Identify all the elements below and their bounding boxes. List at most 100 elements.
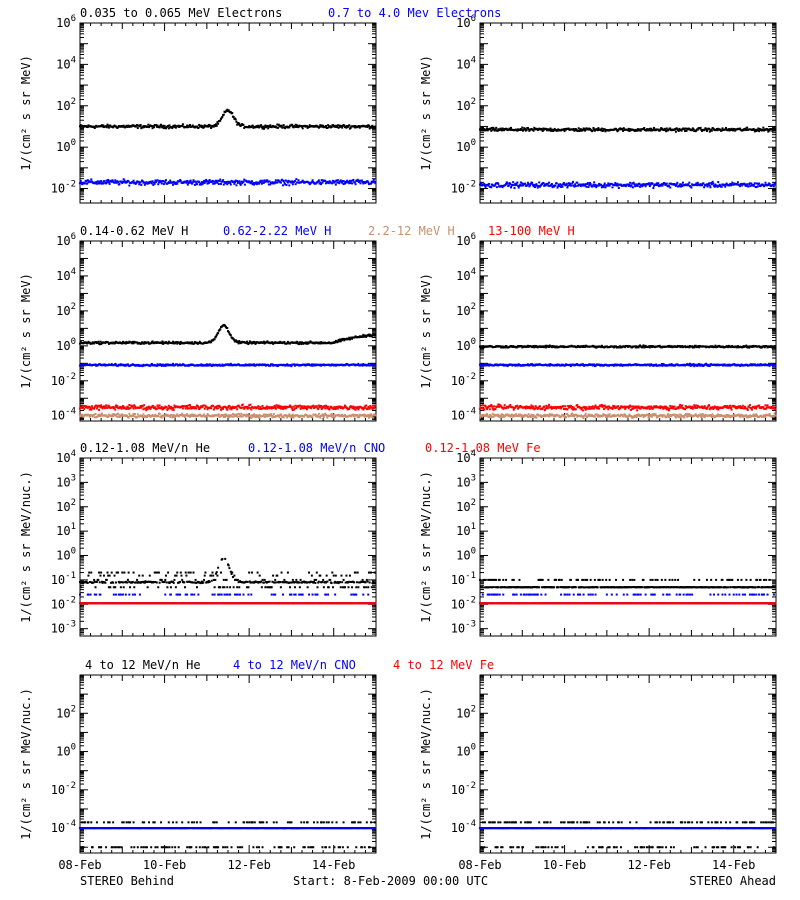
data-point xyxy=(143,183,146,186)
data-point xyxy=(215,335,218,338)
data-point xyxy=(205,406,208,409)
data-point xyxy=(193,342,196,345)
data-point xyxy=(511,183,514,186)
data-point xyxy=(622,129,625,132)
y-tick-label: 102 xyxy=(456,97,476,113)
data-point xyxy=(254,182,257,185)
data-point xyxy=(221,406,224,409)
data-point xyxy=(330,125,333,128)
data-point xyxy=(291,180,294,183)
data-point xyxy=(566,186,569,189)
data-point xyxy=(121,181,124,184)
data-point xyxy=(203,407,206,410)
data-point xyxy=(94,412,97,415)
data-point xyxy=(148,126,151,129)
data-point xyxy=(341,413,344,416)
data-point xyxy=(236,181,239,184)
data-point xyxy=(141,126,144,129)
data-point xyxy=(222,113,225,116)
data-point xyxy=(218,180,221,183)
data-point xyxy=(576,184,579,187)
data-point xyxy=(674,128,677,131)
data-point xyxy=(319,416,322,419)
data-point xyxy=(715,184,718,187)
data-point xyxy=(635,183,638,186)
data-point xyxy=(256,406,259,409)
data-point xyxy=(485,128,488,131)
data-point xyxy=(491,128,494,131)
data-point xyxy=(98,343,101,346)
data-point xyxy=(219,119,222,122)
data-point xyxy=(338,124,341,127)
data-point xyxy=(271,416,274,419)
data-point xyxy=(264,407,267,410)
data-point xyxy=(634,184,637,187)
data-point xyxy=(335,179,338,182)
data-point xyxy=(253,183,256,186)
data-point xyxy=(244,363,247,366)
data-point xyxy=(696,346,699,349)
data-point xyxy=(322,124,325,127)
data-point xyxy=(188,415,191,418)
data-point xyxy=(531,363,534,366)
data-point xyxy=(581,363,584,366)
data-point xyxy=(619,364,622,367)
data-point xyxy=(670,345,673,348)
data-point xyxy=(593,363,596,366)
data-point xyxy=(749,184,752,187)
data-point xyxy=(199,406,202,409)
data-point xyxy=(238,182,241,185)
data-point xyxy=(217,413,220,416)
data-point xyxy=(342,337,345,340)
data-point xyxy=(174,416,177,419)
data-point xyxy=(273,182,276,185)
y-tick-label: 102 xyxy=(56,97,76,113)
data-point xyxy=(128,184,131,187)
data-point xyxy=(267,127,270,130)
data-point xyxy=(320,341,323,344)
data-point xyxy=(158,413,161,416)
data-point xyxy=(188,404,191,407)
data-point xyxy=(124,342,127,345)
data-point xyxy=(723,183,726,186)
data-point xyxy=(220,364,223,367)
data-point xyxy=(141,180,144,183)
data-point xyxy=(588,182,591,185)
data-point xyxy=(191,181,194,184)
data-point xyxy=(627,129,629,132)
data-point xyxy=(147,341,150,344)
data-point xyxy=(681,345,684,348)
data-point xyxy=(694,183,697,186)
data-point xyxy=(591,363,594,366)
data-point xyxy=(247,126,250,129)
data-point xyxy=(374,404,377,407)
data-point xyxy=(554,184,557,187)
data-point xyxy=(366,180,369,183)
data-point xyxy=(272,406,275,409)
data-point xyxy=(181,412,184,415)
data-point xyxy=(371,407,374,410)
data-point xyxy=(686,183,689,186)
data-point xyxy=(167,404,170,407)
data-point xyxy=(212,182,215,185)
data-point xyxy=(612,346,615,349)
data-point xyxy=(103,407,106,410)
data-point xyxy=(133,181,136,184)
data-point xyxy=(730,127,733,130)
data-point xyxy=(164,127,167,130)
data-point xyxy=(176,182,179,185)
data-point xyxy=(215,124,218,127)
data-point xyxy=(163,124,166,127)
data-point xyxy=(355,180,358,183)
data-point xyxy=(153,126,155,129)
data-point xyxy=(272,412,275,415)
data-point xyxy=(236,415,239,418)
data-point xyxy=(172,180,175,183)
data-point xyxy=(184,407,187,410)
data-point xyxy=(133,413,136,416)
data-point xyxy=(504,184,507,187)
data-point xyxy=(740,182,743,185)
data-point xyxy=(182,181,185,184)
data-point xyxy=(773,182,776,185)
